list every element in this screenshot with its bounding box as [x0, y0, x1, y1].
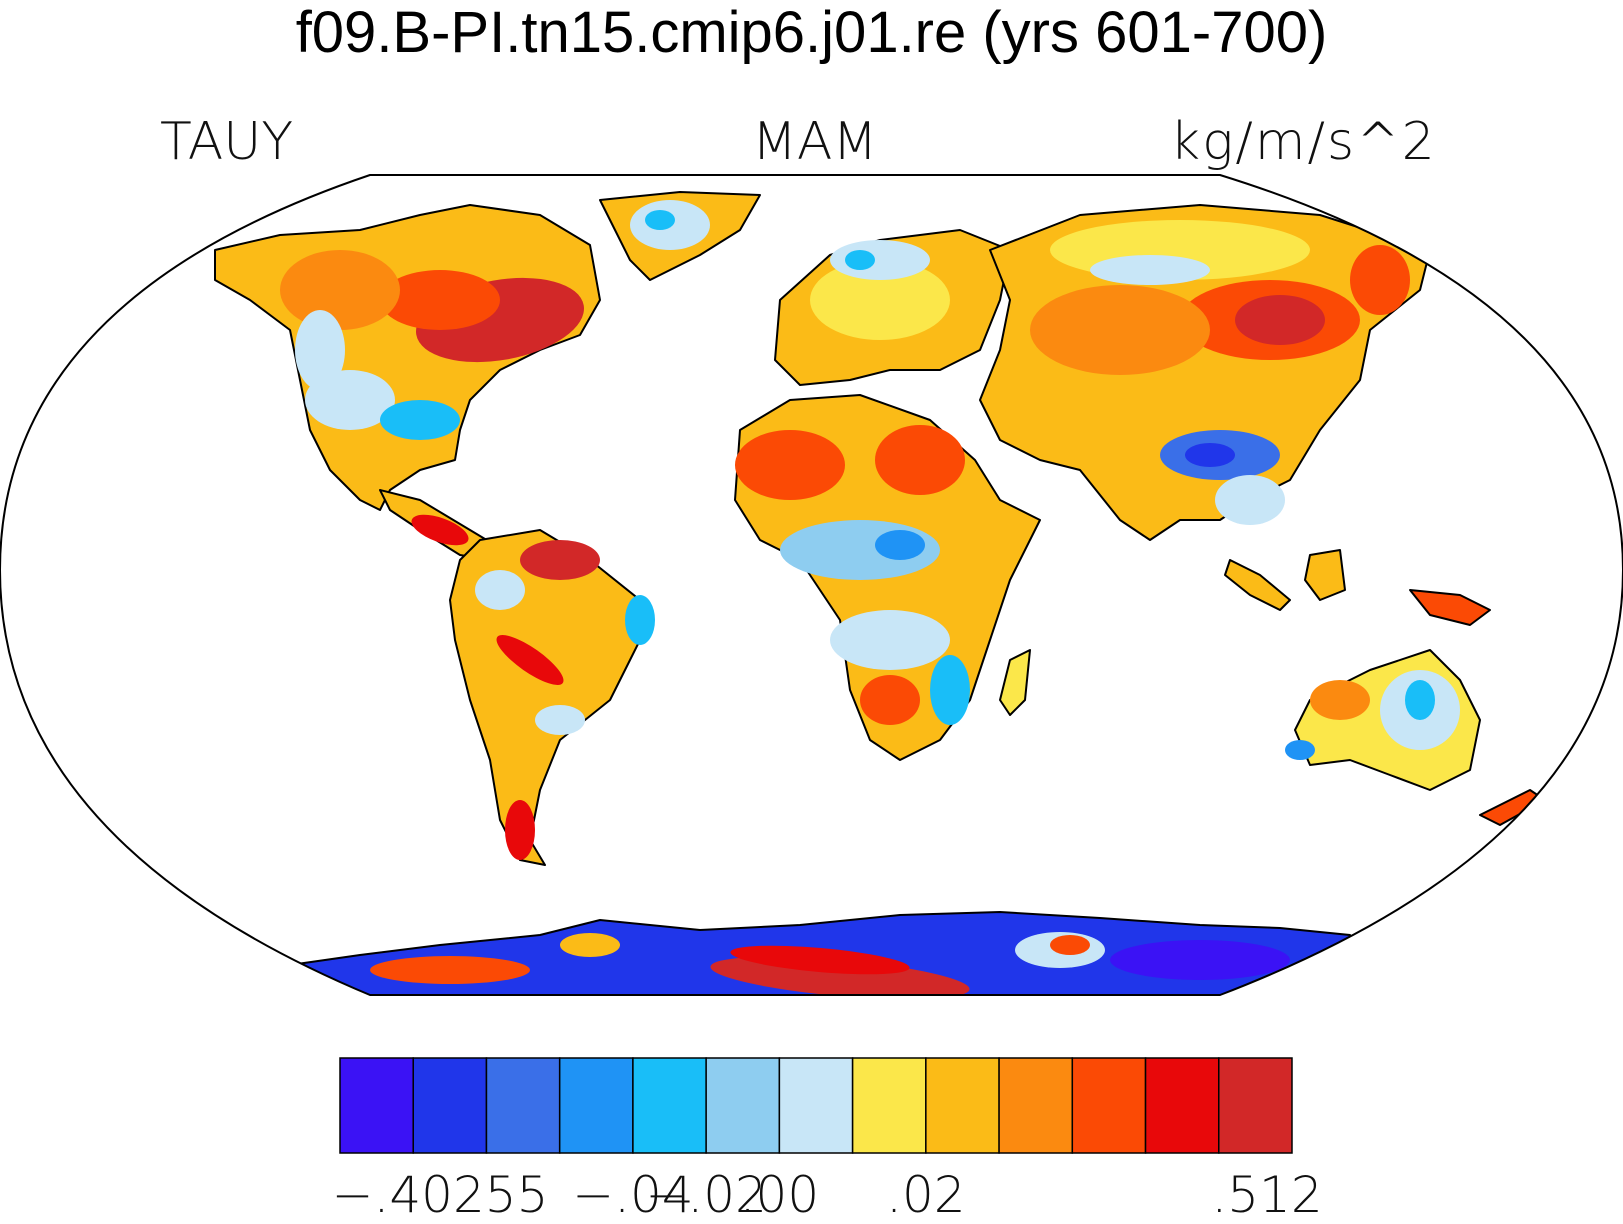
- as-dark-red-core: [1235, 295, 1325, 345]
- ant-dark-red-east: [710, 956, 970, 995]
- greenland-blue: [645, 210, 675, 230]
- land-field-layer: [214, 191, 1546, 995]
- af-red-kalahari: [860, 675, 920, 725]
- ant-orange-peninsula: [560, 933, 620, 957]
- colorbar-swatch: [339, 1057, 414, 1154]
- ant-red-west: [370, 956, 530, 984]
- new-guinea-land: [1409, 589, 1491, 626]
- sa-lightblue-west: [475, 570, 525, 610]
- colorbar-tick-label: −.40255: [331, 1166, 549, 1224]
- au-blue-edge: [1285, 740, 1315, 760]
- colorbar-tick-label: .02: [886, 1166, 966, 1224]
- eu-blue-scand: [845, 250, 875, 270]
- af-red-sahara-west: [735, 430, 845, 500]
- colorbar-swatch: [632, 1057, 707, 1154]
- colorbar-swatch: [925, 1057, 1000, 1154]
- colorbar-swatch: [485, 1057, 561, 1154]
- eu-lightblue-north: [830, 240, 930, 280]
- sa-red-band: [496, 635, 564, 685]
- af-lightblue-south: [830, 610, 950, 670]
- colorbar-tick-label: −.02: [645, 1166, 767, 1224]
- eu-yellow: [810, 260, 950, 340]
- au-orange-west: [1310, 680, 1370, 720]
- colorbar-swatch: [851, 1057, 927, 1154]
- na-orange-west: [280, 250, 400, 330]
- madagascar-land: [999, 649, 1031, 716]
- borneo-land: [1304, 549, 1346, 601]
- colorbar-tick-label: −.04: [572, 1166, 694, 1224]
- variable-label: TAUY: [160, 112, 294, 172]
- as-red-east: [1350, 245, 1410, 315]
- colorbar-swatch: [1071, 1057, 1147, 1154]
- as-lightblue-seasia: [1215, 475, 1285, 525]
- colorbar-swatch: [1218, 1057, 1293, 1154]
- colorbar: [339, 1057, 1293, 1154]
- sa-lightblue-south: [535, 705, 585, 735]
- colorbar-swatch: [558, 1057, 634, 1154]
- sumatra-land: [1224, 559, 1291, 611]
- new-zealand-land: [1479, 789, 1546, 826]
- units-label: kg/m/s^2: [1170, 112, 1437, 172]
- colorbar-tick-label: .00: [739, 1166, 820, 1224]
- central-am-red: [411, 514, 469, 546]
- sa-dark-red-north: [520, 540, 600, 580]
- colorbar-swatch: [778, 1057, 854, 1154]
- colorbar-tick-label: .512: [1211, 1166, 1323, 1224]
- au-blue-east: [1405, 680, 1435, 720]
- na-lightblue-west: [295, 310, 345, 390]
- colorbar-swatch: [705, 1057, 781, 1154]
- colorbar-swatch: [412, 1057, 488, 1154]
- af-red-sahara-east: [875, 425, 965, 495]
- sa-red-tip: [505, 800, 535, 860]
- colorbar-swatch: [1144, 1057, 1220, 1154]
- ant-red-east: [730, 945, 910, 975]
- af-blue-southeast: [930, 655, 970, 725]
- globe-outline: [0, 174, 1623, 996]
- af-blue-core: [875, 530, 925, 560]
- colorbar-swatch: [998, 1057, 1074, 1154]
- season-label: MAM: [752, 112, 878, 172]
- ant-red-patch: [1050, 935, 1090, 955]
- as-orange-central: [1030, 285, 1210, 375]
- na-blue-gulf: [380, 400, 460, 440]
- as-darkblue-core: [1185, 443, 1235, 467]
- north-america-land: [214, 204, 601, 511]
- sa-blue-east: [625, 595, 655, 645]
- as-lightblue-siberia: [1090, 255, 1210, 285]
- na-red-ring: [380, 270, 500, 330]
- plot-title: f09.B-PI.tn15.cmip6.j01.re (yrs 601-700): [295, 0, 1328, 65]
- ant-blue-band: [1110, 940, 1290, 980]
